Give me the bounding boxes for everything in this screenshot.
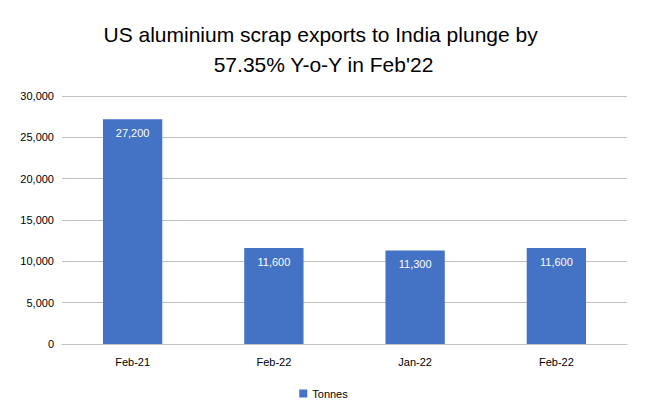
- svg-text:10,000: 10,000: [20, 255, 54, 267]
- svg-text:Feb-22: Feb-22: [539, 356, 574, 368]
- svg-text:Feb-22: Feb-22: [256, 356, 291, 368]
- svg-text:15,000: 15,000: [20, 214, 54, 226]
- svg-text:11,600: 11,600: [540, 256, 573, 268]
- svg-text:27,200: 27,200: [116, 127, 150, 139]
- svg-text:20,000: 20,000: [20, 173, 54, 185]
- svg-text:Feb-21: Feb-21: [115, 356, 150, 368]
- svg-text:0: 0: [48, 338, 54, 350]
- svg-text:Tonnes: Tonnes: [312, 388, 348, 400]
- svg-text:Jan-22: Jan-22: [398, 356, 432, 368]
- svg-text:25,000: 25,000: [20, 131, 54, 143]
- svg-text:57.35% Y-o-Y in Feb'22: 57.35% Y-o-Y in Feb'22: [214, 53, 434, 76]
- svg-text:11,300: 11,300: [399, 258, 432, 270]
- svg-text:30,000: 30,000: [20, 90, 54, 102]
- svg-text:5,000: 5,000: [26, 297, 54, 309]
- svg-text:11,600: 11,600: [257, 256, 290, 268]
- svg-text:US aluminium scrap exports to: US aluminium scrap exports to India plun…: [103, 23, 543, 46]
